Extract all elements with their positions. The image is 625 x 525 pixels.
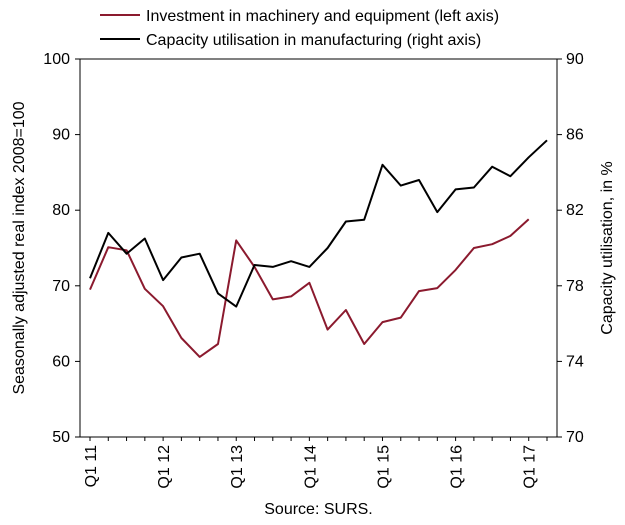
x-tick-label: Q1 14 — [302, 445, 319, 489]
y-right-tick-label: 74 — [566, 353, 584, 370]
y-right-tick-label: 78 — [566, 278, 584, 295]
source-label: Source: SURS. — [264, 501, 372, 518]
y-left-tick-label: 90 — [52, 127, 70, 144]
axes: 50 60 70 80 90 100 70 74 78 82 86 90 Q1 11 Q1 12 Q1 13… — [43, 51, 584, 489]
legend-label: Capacity utilisation in manufacturing (r… — [146, 32, 481, 49]
y-axis-left-title: Seasonally adjusted real index 2008=100 — [11, 101, 28, 394]
series-layer — [89, 139, 548, 358]
y-right-tick-label: 70 — [566, 429, 584, 446]
legend: Investment in machinery and equipment (l… — [100, 8, 499, 49]
x-tick-label: Q1 15 — [375, 445, 392, 489]
plot-frame — [79, 58, 558, 438]
y-left-tick-label: 60 — [52, 353, 70, 370]
legend-label: Investment in machinery and equipment (l… — [146, 8, 499, 25]
y-left-tick-label: 50 — [52, 429, 70, 446]
x-tick-label: Q1 11 — [83, 445, 100, 488]
y-left-tick-label: 100 — [43, 51, 70, 68]
x-tick-label: Q1 13 — [229, 445, 246, 489]
x-tick-label: Q1 17 — [522, 445, 539, 489]
investment-series-line — [89, 218, 530, 358]
y-left-tick-label: 70 — [52, 278, 70, 295]
x-tick-label: Q1 12 — [156, 445, 173, 489]
y-right-tick-label: 82 — [566, 202, 584, 219]
y-right-tick-label: 86 — [566, 127, 584, 144]
y-right-tick-label: 90 — [566, 51, 584, 68]
y-left-tick-label: 80 — [52, 202, 70, 219]
x-tick-label: Q1 16 — [449, 445, 466, 489]
y-axis-right-title: Capacity utilisation, in % — [599, 161, 616, 334]
capacity-series-line — [89, 139, 548, 308]
